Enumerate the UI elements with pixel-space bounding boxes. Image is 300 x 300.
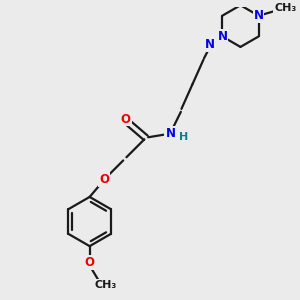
Text: N: N bbox=[165, 127, 176, 140]
Text: O: O bbox=[85, 256, 95, 268]
Text: O: O bbox=[99, 173, 109, 186]
Text: N: N bbox=[205, 38, 215, 51]
Text: O: O bbox=[121, 112, 130, 125]
Text: CH₃: CH₃ bbox=[94, 280, 117, 290]
Text: H: H bbox=[179, 132, 188, 142]
Text: N: N bbox=[218, 30, 227, 43]
Text: CH₃: CH₃ bbox=[274, 3, 297, 14]
Text: N: N bbox=[254, 9, 263, 22]
